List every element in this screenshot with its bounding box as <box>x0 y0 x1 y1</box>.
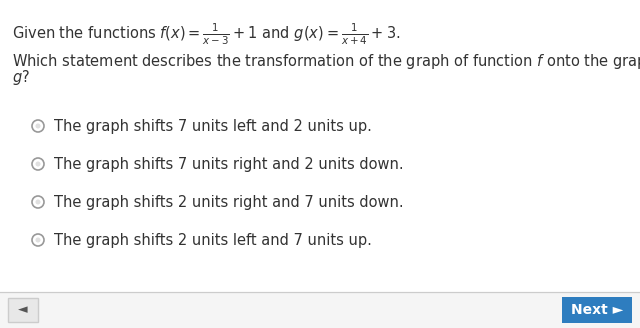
Text: The graph shifts 7 units left and 2 units up.: The graph shifts 7 units left and 2 unit… <box>54 118 372 133</box>
FancyBboxPatch shape <box>0 292 640 328</box>
Text: Given the functions $f(x) = \frac{1}{x-3} + 1$ and $g(x) = \frac{1}{x+4} + 3$.: Given the functions $f(x) = \frac{1}{x-3… <box>12 22 401 47</box>
FancyBboxPatch shape <box>562 297 632 323</box>
Text: The graph shifts 7 units right and 2 units down.: The graph shifts 7 units right and 2 uni… <box>54 156 404 172</box>
Circle shape <box>35 124 40 129</box>
Text: The graph shifts 2 units right and 7 units down.: The graph shifts 2 units right and 7 uni… <box>54 195 404 210</box>
Text: Next ►: Next ► <box>571 303 623 317</box>
Text: Which statement describes the transformation of the graph of function $f$ onto t: Which statement describes the transforma… <box>12 52 640 71</box>
Circle shape <box>35 161 40 167</box>
FancyBboxPatch shape <box>8 298 38 322</box>
Text: The graph shifts 2 units left and 7 units up.: The graph shifts 2 units left and 7 unit… <box>54 233 372 248</box>
Text: ◄: ◄ <box>18 303 28 317</box>
Circle shape <box>35 237 40 242</box>
Circle shape <box>35 199 40 204</box>
Text: $g$?: $g$? <box>12 68 30 87</box>
